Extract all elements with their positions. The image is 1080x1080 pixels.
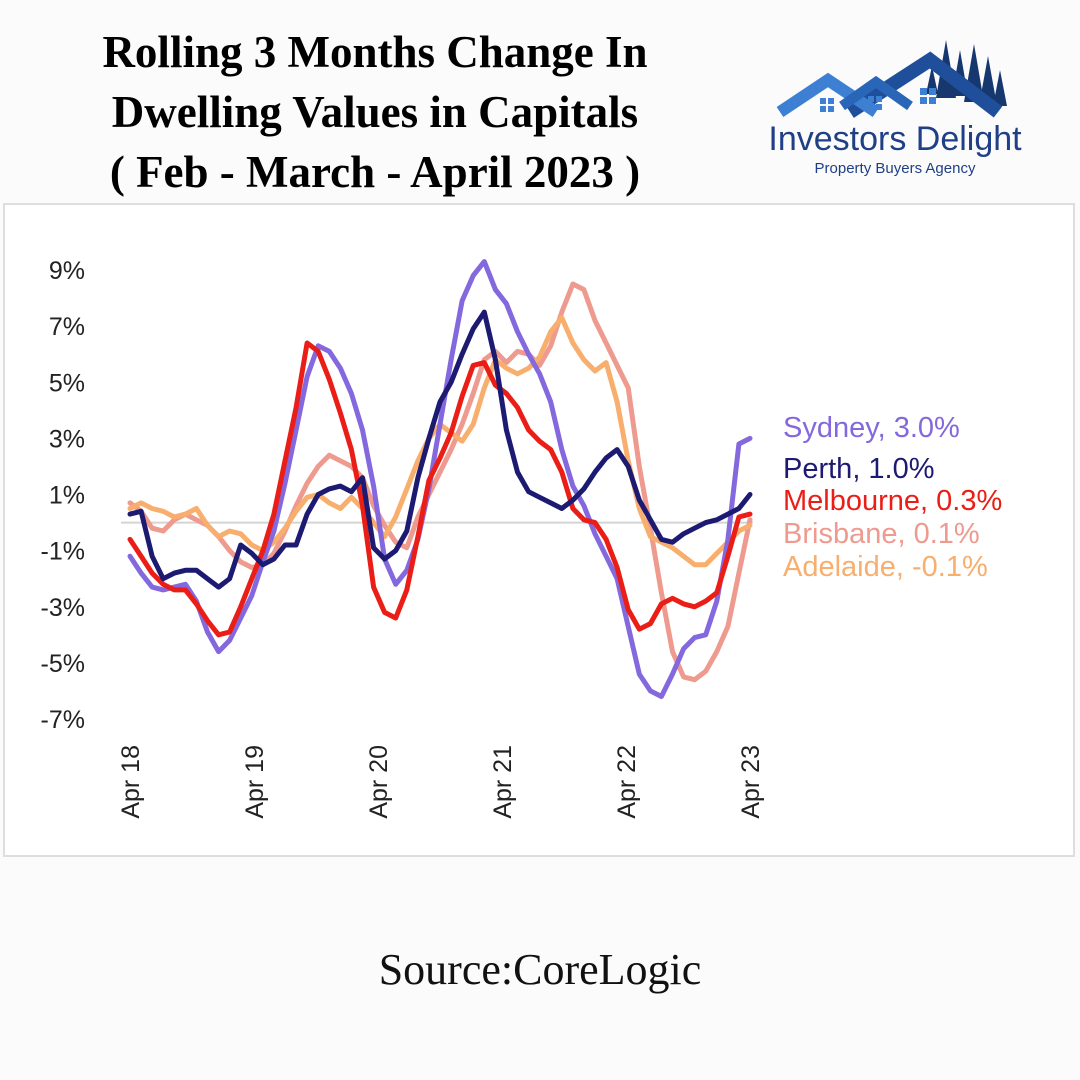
title-line-3: ( Feb - March - April 2023 ) bbox=[109, 147, 641, 197]
y-tick-label: 7% bbox=[49, 313, 85, 341]
y-tick-label: 5% bbox=[49, 369, 85, 397]
x-tick-label: Apr 20 bbox=[365, 745, 393, 819]
y-tick-label: 9% bbox=[49, 257, 85, 285]
y-tick-label: 3% bbox=[49, 425, 85, 453]
legend-label: Brisbane, 0.1% bbox=[783, 518, 980, 550]
x-tick-label: Apr 18 bbox=[117, 745, 145, 819]
y-tick-label: -5% bbox=[41, 650, 85, 678]
y-tick-label: -1% bbox=[41, 538, 85, 566]
x-tick-label: Apr 23 bbox=[737, 745, 765, 819]
x-tick-label: Apr 19 bbox=[241, 745, 269, 819]
legend-label: Adelaide, -0.1% bbox=[783, 551, 988, 583]
house-roofs-with-pine-trees-icon bbox=[776, 40, 1007, 118]
series-line-perth bbox=[127, 309, 753, 590]
legend-label: Perth, 1.0% bbox=[783, 453, 935, 485]
chart-panel: 9% 7% 5% 3% 1% -1% -3% -5% -7% Apr 18 Apr 19 Apr 20… bbox=[3, 203, 1075, 857]
title-line-1: Rolling 3 Months Change In bbox=[102, 27, 648, 77]
brand-logo: Investors Delight Property Buyers Agency bbox=[750, 36, 1040, 186]
title-line-2: Dwelling Values in Capitals bbox=[111, 87, 639, 137]
y-tick-label: -7% bbox=[41, 706, 85, 734]
legend-label: Sydney, 3.0% bbox=[783, 412, 960, 444]
x-tick-label: Apr 22 bbox=[613, 745, 641, 819]
source-credit: Source:CoreLogic bbox=[378, 945, 702, 994]
series-line-brisbane bbox=[127, 281, 753, 683]
page-title: Rolling 3 Months Change In Dwelling Valu… bbox=[20, 22, 730, 202]
line-chart: 9% 7% 5% 3% 1% -1% -3% -5% -7% Apr 18 Apr 19 Apr 20… bbox=[41, 257, 1003, 819]
logo-name: Investors Delight bbox=[768, 120, 1022, 158]
legend-label: Melbourne, 0.3% bbox=[783, 485, 1002, 517]
y-tick-label: -3% bbox=[41, 594, 85, 622]
y-tick-label: 1% bbox=[49, 482, 85, 510]
x-tick-label: Apr 21 bbox=[489, 745, 517, 819]
series-line-sydney bbox=[127, 259, 753, 699]
logo-tagline: Property Buyers Agency bbox=[814, 160, 976, 177]
series-line-melbourne bbox=[127, 340, 753, 638]
